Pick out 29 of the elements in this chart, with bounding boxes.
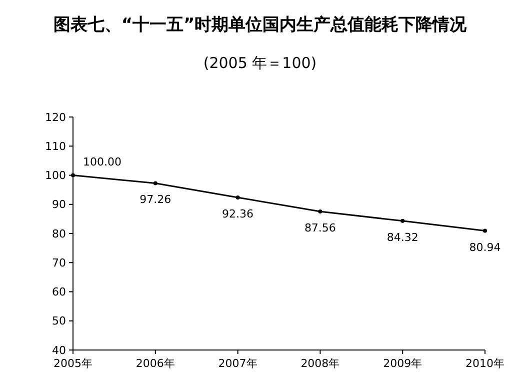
point	[483, 228, 487, 233]
y-tick-label: 70	[52, 256, 66, 270]
y-tick-label: 50	[52, 314, 66, 328]
y-tick-label: 110	[45, 140, 66, 153]
y-tick-label: 40	[52, 344, 66, 357]
y-tick-label: 120	[45, 110, 66, 124]
x-tick-label: 2010年	[466, 357, 504, 370]
y-tick-label: 90	[52, 198, 66, 212]
x-tick-label: 2005年	[54, 357, 92, 370]
y-tick-label: 60	[52, 286, 66, 299]
x-tick-label: 2008年	[300, 357, 340, 370]
text: 80.94	[469, 240, 501, 254]
point	[400, 218, 405, 223]
text: 97.26	[140, 193, 172, 206]
text: 87.56	[304, 221, 336, 234]
point	[318, 209, 322, 214]
x-tick-label: 2009年	[383, 357, 422, 370]
chart-title: 图表七、“十一五”时期单位国内生产总值能耗下降情况	[53, 15, 468, 35]
text: 92.36	[222, 208, 254, 220]
y-tick-label: 80	[52, 227, 66, 240]
point	[236, 196, 240, 200]
text: 100.00	[83, 155, 122, 168]
chart-subtitle: (2005 年＝100)	[203, 54, 317, 72]
x-tick-label: 2006年	[136, 357, 175, 370]
point	[153, 181, 158, 186]
text: 84.32	[386, 230, 418, 244]
point	[71, 173, 75, 178]
y-tick-label: 100	[45, 169, 66, 182]
x-tick-label: 2007年	[218, 357, 258, 370]
